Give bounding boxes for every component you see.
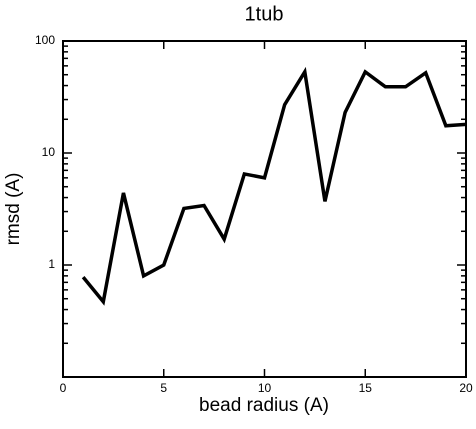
x-tick-label: 5 [160, 381, 167, 395]
x-tick-label: 10 [258, 381, 272, 395]
x-tick-label: 15 [359, 381, 373, 395]
chart-title: 1tub [245, 3, 284, 25]
y-tick-label: 10 [42, 145, 56, 159]
x-axis-label: bead radius (A) [199, 395, 329, 416]
y-axis-label: rmsd (A) [3, 173, 24, 246]
y-tick-label: 100 [35, 33, 55, 47]
plot-frame [62, 40, 467, 378]
line-series [81, 66, 467, 306]
x-tick-label: 20 [459, 381, 473, 395]
y-tick-label: 1 [48, 257, 55, 271]
x-tick-label: 0 [60, 381, 67, 395]
